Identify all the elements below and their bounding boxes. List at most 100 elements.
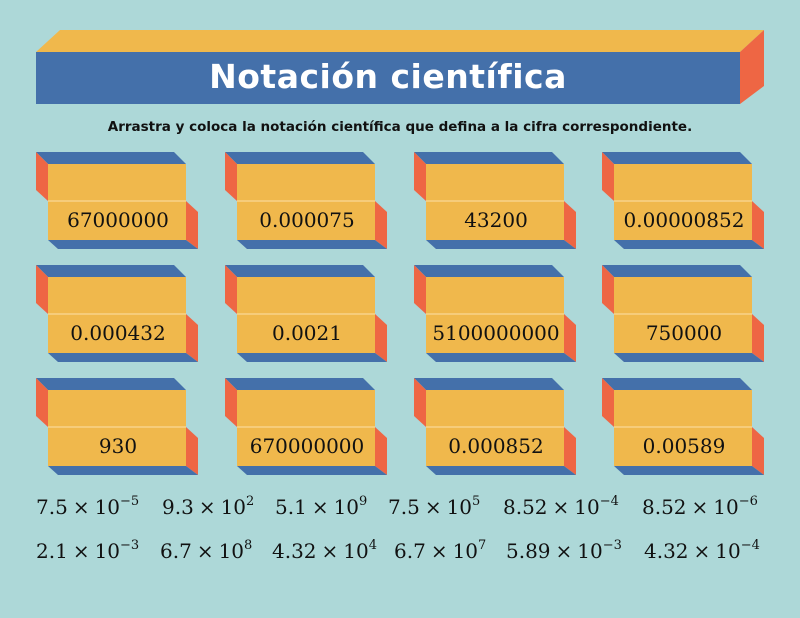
exponent: 8	[244, 538, 253, 553]
drop-box[interactable]: 750000	[602, 265, 766, 363]
box-number: 0.000432	[70, 321, 166, 345]
base: 10	[218, 539, 245, 563]
exponent: −6	[738, 494, 758, 509]
times-sign: ×	[691, 495, 709, 519]
box-number: 0.00000852	[623, 208, 745, 232]
times-sign: ×	[72, 495, 90, 519]
base: 10	[333, 495, 360, 519]
box-shape	[414, 265, 576, 362]
notation-tile[interactable]: 9.3 × 102	[162, 490, 254, 524]
banner-shape	[36, 30, 764, 104]
notation-tile[interactable]: 6.7 × 108	[160, 534, 252, 568]
box-shape	[602, 152, 764, 249]
mantissa: 2.1	[36, 539, 68, 563]
exponent: 5	[472, 494, 481, 509]
base: 10	[574, 495, 600, 519]
base: 10	[446, 495, 473, 519]
notation-tile[interactable]: 7.5 × 10−5	[36, 490, 139, 524]
base: 10	[343, 539, 369, 563]
exponent: −4	[740, 538, 760, 553]
drop-box[interactable]: 0.00589	[602, 378, 766, 476]
exponent: −5	[120, 494, 140, 509]
box-number: 43200	[464, 208, 528, 232]
mantissa: 8.52	[642, 495, 687, 519]
times-sign: ×	[321, 539, 339, 563]
box-shape	[225, 152, 387, 249]
instructions-text: Arrastra y coloca la notación científica…	[107, 119, 693, 135]
base: 10	[220, 495, 247, 519]
box-shape	[414, 152, 576, 249]
exponent: 2	[246, 494, 255, 509]
notation-tile[interactable]: 4.32 × 10−4	[644, 534, 760, 568]
drop-box[interactable]: 43200	[414, 152, 578, 250]
times-sign: ×	[72, 539, 90, 563]
base: 10	[577, 539, 603, 563]
box-shape	[602, 378, 764, 475]
exponent: −4	[599, 494, 619, 509]
base: 10	[94, 539, 121, 563]
mantissa: 6.7	[394, 539, 426, 563]
drop-box[interactable]: 0.000432	[36, 265, 200, 363]
box-number: 5100000000	[432, 321, 560, 345]
drop-box[interactable]: 0.0021	[225, 265, 389, 363]
times-sign: ×	[552, 495, 570, 519]
box-number: 0.000075	[259, 208, 355, 232]
mantissa: 9.3	[162, 495, 194, 519]
notation-tile[interactable]: 5.1 × 109	[275, 490, 367, 524]
base: 10	[715, 539, 741, 563]
page-title: Notación científica	[209, 57, 567, 96]
drop-box[interactable]: 670000000	[225, 378, 389, 476]
times-sign: ×	[555, 539, 573, 563]
box-shape	[36, 378, 198, 475]
notation-tile[interactable]: 2.1 × 10−3	[36, 534, 139, 568]
drop-box[interactable]: 0.00000852	[602, 152, 766, 250]
notation-tile[interactable]: 6.7 × 107	[394, 534, 486, 568]
box-number: 67000000	[67, 208, 169, 232]
exponent: 7	[478, 538, 487, 553]
box-number: 0.000852	[448, 434, 544, 458]
times-sign: ×	[430, 539, 448, 563]
drop-box[interactable]: 67000000	[36, 152, 200, 250]
times-sign: ×	[198, 495, 216, 519]
drop-box[interactable]: 5100000000	[414, 265, 578, 363]
times-sign: ×	[424, 495, 442, 519]
box-shape	[225, 265, 387, 362]
box-number: 0.0021	[272, 321, 342, 345]
base: 10	[452, 539, 479, 563]
mantissa: 5.89	[506, 539, 551, 563]
mantissa: 5.1	[275, 495, 307, 519]
notation-tile[interactable]: 8.52 × 10−4	[503, 490, 619, 524]
box-number: 930	[98, 434, 138, 458]
exponent: −3	[120, 538, 140, 553]
times-sign: ×	[311, 495, 329, 519]
base: 10	[94, 495, 121, 519]
title-banner: Notación científica	[0, 0, 800, 110]
box-number: 0.00589	[642, 434, 726, 458]
drop-box[interactable]: 930	[36, 378, 200, 476]
box-shape	[36, 265, 198, 362]
mantissa: 6.7	[160, 539, 192, 563]
notation-tile[interactable]: 4.32 × 104	[272, 534, 377, 568]
box-shape	[225, 378, 387, 475]
mantissa: 4.32	[644, 539, 689, 563]
box-shape	[602, 265, 764, 362]
notation-tile[interactable]: 7.5 × 105	[388, 490, 480, 524]
exponent: 4	[368, 538, 378, 553]
exponent: 9	[359, 494, 368, 509]
box-number: 670000000	[249, 434, 365, 458]
mantissa: 4.32	[272, 539, 317, 563]
times-sign: ×	[693, 539, 711, 563]
mantissa: 7.5	[388, 495, 420, 519]
drop-box[interactable]: 0.000075	[225, 152, 389, 250]
mantissa: 8.52	[503, 495, 548, 519]
notation-tile[interactable]: 8.52 × 10−6	[642, 490, 758, 524]
exponent: −3	[602, 538, 622, 553]
box-shape	[36, 152, 198, 249]
box-number: 750000	[645, 321, 723, 345]
times-sign: ×	[196, 539, 214, 563]
notation-tile[interactable]: 5.89 × 10−3	[506, 534, 622, 568]
drop-box[interactable]: 0.000852	[414, 378, 578, 476]
mantissa: 7.5	[36, 495, 68, 519]
base: 10	[713, 495, 739, 519]
box-shape	[414, 378, 576, 475]
